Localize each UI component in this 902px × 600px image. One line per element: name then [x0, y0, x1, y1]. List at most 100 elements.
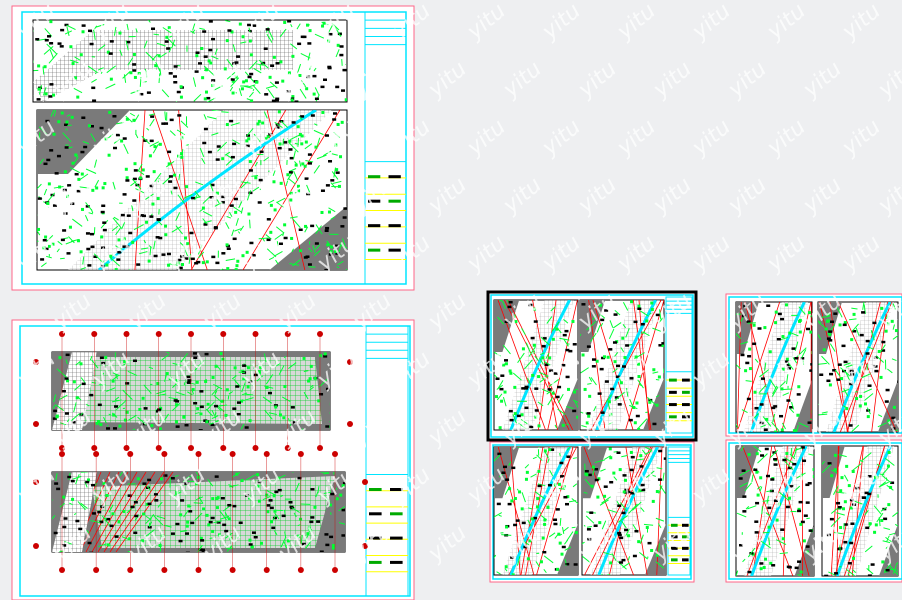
- drawing-panel: [493, 299, 579, 431]
- grid-axis-bubble: [127, 567, 134, 573]
- watermark-text: yitu: [687, 0, 736, 45]
- drawing-panel: [33, 451, 368, 573]
- watermark-text: yitu: [423, 521, 472, 568]
- watermark-text: yitu: [423, 405, 472, 452]
- grid-axis-bubble: [317, 331, 323, 337]
- watermark-text: yitu: [573, 173, 622, 220]
- title-block: [665, 296, 693, 434]
- grid-axis-bubble: [220, 445, 227, 451]
- grid-axis-bubble: [123, 445, 130, 451]
- drawing-panel: [579, 299, 665, 431]
- watermark-text: yitu: [573, 57, 622, 104]
- watermark-text: yitu: [798, 57, 847, 104]
- watermark-text: yitu: [762, 231, 811, 278]
- grid-axis-bubble: [155, 445, 162, 451]
- watermark-text: yitu: [798, 173, 847, 220]
- watermark-text: yitu: [498, 57, 547, 104]
- grid-axis-bubble: [91, 331, 98, 337]
- grid-axis-bubble: [59, 567, 65, 573]
- grid-axis-bubble: [59, 331, 65, 337]
- watermark-text: yitu: [762, 115, 811, 162]
- grid-axis-bubble: [317, 445, 323, 451]
- sheet-frame: [728, 442, 902, 580]
- grid-axis-bubble: [123, 331, 130, 337]
- grid-axis-bubble: [332, 567, 338, 573]
- grid-axis-bubble: [297, 567, 304, 573]
- watermark-text: yitu: [687, 115, 736, 162]
- watermark-text: yitu: [723, 173, 772, 220]
- drawing-panel: [735, 301, 813, 433]
- grid-axis-bubble: [127, 451, 134, 457]
- grid-axis-bubble: [59, 445, 65, 451]
- watermark-text: yitu: [873, 173, 902, 220]
- watermark-text: yitu: [837, 115, 886, 162]
- grid-axis-bubble: [188, 331, 194, 337]
- grid-axis-bubble: [161, 567, 168, 573]
- grid-axis-bubble: [332, 451, 338, 457]
- watermark-text: yitu: [498, 173, 547, 220]
- grid-axis-bubble: [188, 445, 194, 451]
- title-block: [365, 325, 409, 597]
- drawing-sheet-2[interactable]: [11, 319, 415, 600]
- watermark-text: yitu: [648, 173, 697, 220]
- grid-axis-bubble: [284, 445, 291, 451]
- drawing-sheet-5[interactable]: [725, 293, 902, 438]
- watermark-text: yitu: [423, 289, 472, 336]
- drawing-panel: [33, 331, 353, 451]
- sheet-frame: [490, 294, 694, 438]
- drawing-sheet-1[interactable]: [11, 5, 415, 291]
- watermark-text: yitu: [537, 231, 586, 278]
- grid-axis-bubble: [297, 451, 304, 457]
- grid-axis-bubble: [93, 451, 100, 457]
- grid-axis-bubble: [93, 567, 100, 573]
- drawing-panel: [493, 446, 579, 576]
- grid-axis-bubble: [263, 451, 270, 457]
- grid-axis-bubble: [252, 445, 259, 451]
- grid-axis-bubble: [229, 451, 236, 457]
- grid-axis-bubble: [91, 445, 98, 451]
- grid-axis-bubble: [220, 331, 227, 337]
- grid-axis-bubble: [284, 331, 291, 337]
- watermark-text: yitu: [612, 231, 661, 278]
- watermark-text: yitu: [462, 231, 511, 278]
- grid-axis-bubble: [155, 331, 162, 337]
- drawing-panel: [817, 301, 899, 433]
- watermark-text: yitu: [537, 0, 586, 45]
- grid-axis-bubble: [195, 567, 202, 573]
- drawing-sheet-3[interactable]: [486, 290, 698, 442]
- drawing-sheets: [11, 5, 902, 600]
- sheet-frame: [728, 296, 902, 434]
- grid-axis-bubble: [195, 451, 202, 457]
- grid-axis-bubble: [229, 567, 236, 573]
- watermark-text: yitu: [648, 57, 697, 104]
- sheet-frame: [492, 444, 692, 580]
- watermark-text: yitu: [423, 57, 472, 104]
- sheet-frame: [19, 325, 411, 597]
- watermark-text: yitu: [423, 173, 472, 220]
- drawing-panel: [32, 19, 348, 103]
- drawing-panel: [581, 446, 667, 576]
- watermark-text: yitu: [873, 57, 902, 104]
- drawing-sheet-6[interactable]: [725, 439, 902, 583]
- watermark-text: yitu: [612, 0, 661, 45]
- grid-axis-bubble: [161, 451, 168, 457]
- drawing-panel: [36, 109, 348, 271]
- watermark-text: yitu: [762, 0, 811, 45]
- watermark-text: yitu: [687, 231, 736, 278]
- drawing-sheet-4[interactable]: [489, 440, 695, 583]
- grid-axis-bubble: [59, 451, 65, 457]
- watermark-text: yitu: [612, 115, 661, 162]
- title-block: [364, 11, 407, 285]
- grid-axis-bubble: [252, 331, 259, 337]
- grid-axis-bubble: [263, 567, 270, 573]
- watermark-text: yitu: [837, 0, 886, 45]
- drawing-panel: [735, 445, 815, 577]
- watermark-text: yitu: [462, 115, 511, 162]
- watermark-text: yitu: [723, 57, 772, 104]
- watermark-text: yitu: [837, 231, 886, 278]
- watermark-text: yitu: [462, 0, 511, 45]
- watermark-text: yitu: [537, 115, 586, 162]
- title-block: [667, 446, 691, 576]
- drawing-panel: [821, 445, 899, 577]
